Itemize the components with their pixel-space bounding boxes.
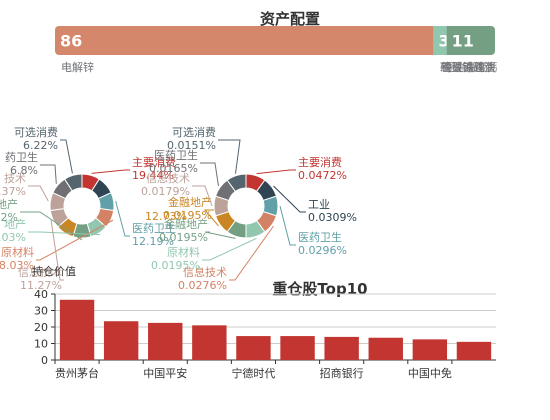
donut-label-line [115, 201, 130, 237]
donut-label-value: 0.0296% [298, 244, 347, 257]
donut-label-line [204, 231, 236, 239]
donut-label-name: 可选消费 [172, 125, 216, 139]
donut-label-name: 技术 [4, 172, 26, 185]
y-tick-label: 0 [41, 354, 48, 367]
donut-slice [226, 173, 247, 193]
x-tick-label: 中国中免 [408, 366, 452, 380]
donut-chart: 主要消费19.44%医药卫生12.19%原材料8.03%地产6.03%地产6.3… [0, 125, 176, 292]
donut-label-value: 0.0195% [159, 231, 208, 244]
allocation-segment [433, 26, 447, 55]
donut-label-value: 6.8% [10, 164, 38, 177]
donut-label-line [273, 185, 306, 213]
bar [103, 321, 139, 360]
x-tick-label: 贵州茅台 [55, 366, 99, 380]
donut-label-name: 原材料 [167, 245, 200, 259]
donut-label-line [192, 185, 213, 207]
bar [236, 336, 271, 360]
donut-label-value: 19.44% [132, 169, 174, 182]
donut-label-value: 11.27% [20, 279, 62, 292]
bar [412, 339, 448, 360]
bar [192, 325, 227, 360]
allocation-segment-label: 11 [452, 32, 474, 51]
allocation-segment-label: 3 [438, 32, 449, 51]
bar [280, 336, 315, 360]
donut-label-value: 12.73% [145, 210, 187, 223]
top10-chart: 0 10 20 30 40 贵州茅台 中国平安 宁德时代 招商银行 中国中免 [34, 288, 496, 380]
allocation-legend-label: 钙硅铁镍 [441, 60, 485, 74]
donut-label-name: 药卫生 [5, 150, 38, 164]
donut-label-line [28, 231, 101, 236]
donut-label-name: 主要消费 [132, 155, 176, 169]
y-tick-label: 20 [34, 321, 48, 334]
donut-label-value: 5.37% [0, 185, 26, 198]
x-tick-label: 招商银行 [320, 366, 364, 380]
allocation-legend-label: 电解锌 [61, 60, 94, 74]
donut-label-line [203, 209, 219, 227]
donut-label-value: 0.0195% [151, 259, 200, 272]
allocation-legend-label: 镍豆油鸡蛋 [441, 60, 496, 74]
donut-label-name: 医药卫生 [154, 148, 198, 162]
donut-label-name: 信息技术 [183, 265, 227, 279]
donut-label-line [202, 237, 257, 261]
donut-label-line [50, 220, 64, 281]
donut-label-value: 8.03% [0, 259, 34, 272]
donut-label-name: 工业 [308, 198, 330, 211]
bar [456, 341, 492, 360]
donut-label-value: 0.0151% [167, 139, 216, 152]
donut-label-line [28, 185, 49, 202]
donut-chart: 主要消费0.0472%工业0.0309%医药卫生0.0296%信息技术0.027… [141, 125, 357, 292]
donut-label-name: 医药卫生 [298, 230, 342, 244]
donut-label-value: 6.32% [0, 211, 18, 224]
allocation-segment [55, 26, 434, 55]
x-tick-label: 宁德时代 [231, 366, 275, 380]
donut-label-line [91, 169, 130, 174]
donut-label-value: 6.22% [23, 139, 58, 152]
donut-label-line [20, 211, 83, 241]
allocation-title: 资产配置 [259, 10, 320, 28]
donut-label-line [36, 219, 114, 261]
donut-label-line [40, 164, 57, 184]
donut-label-name: 持仓价值 [32, 264, 76, 278]
allocation-segment [446, 26, 495, 55]
donut-label-value: 0.0179% [141, 185, 190, 198]
y-tick-label: 30 [34, 305, 48, 318]
donut-label-value: 12.19% [132, 235, 174, 248]
x-tick-label: 中国平安 [143, 366, 187, 380]
donut-label-value: 0.0165% [149, 162, 198, 175]
donut-label-line [60, 139, 73, 174]
donut-label-line [229, 225, 274, 281]
allocation-legend-label: 鸡蛋钙硅铁 [440, 60, 495, 74]
allocation-segment-label: 86 [60, 32, 82, 51]
bar [324, 336, 359, 360]
donut-label-name: 地产 [0, 197, 18, 211]
y-tick-label: 10 [34, 338, 48, 351]
donut-label-line [279, 205, 296, 246]
donut-label-value: 0.0195% [163, 209, 212, 222]
donut-label-name: 地产 [4, 217, 26, 231]
donut-label-name: 医药卫生 [132, 221, 176, 235]
donut-label-value: 0.0309% [308, 211, 357, 224]
donut-label-line [218, 139, 241, 174]
donut-label-name: 信息技术 [146, 171, 190, 185]
donut-label-name: 主要消费 [298, 155, 342, 169]
donut-label-name: 可选消费 [14, 125, 58, 139]
allocation-bar: 86 3 11 [55, 26, 495, 55]
donut-label-name: 信息技术 [18, 265, 62, 279]
donut-label-value: 0.0472% [298, 169, 347, 182]
donut-label-line [200, 162, 219, 187]
donut-label-line [256, 169, 296, 175]
bar [59, 299, 95, 360]
donut-label-value: 6.03% [0, 231, 26, 244]
allocation-legend-label: 豆油鸡蛋钙 [442, 60, 497, 74]
bar [148, 322, 183, 360]
allocation-legend-label: 硅铁镍豆油 [440, 60, 495, 74]
y-tick-label: 40 [34, 288, 48, 301]
donut-label-name: 原材料 [1, 245, 34, 259]
donut-label-name: 金融地产 [164, 217, 208, 231]
donut-label-value: 0.0276% [178, 279, 227, 292]
donut-label-name: 金融地产 [168, 195, 212, 209]
bar [368, 337, 403, 360]
donut-slice [64, 173, 83, 192]
